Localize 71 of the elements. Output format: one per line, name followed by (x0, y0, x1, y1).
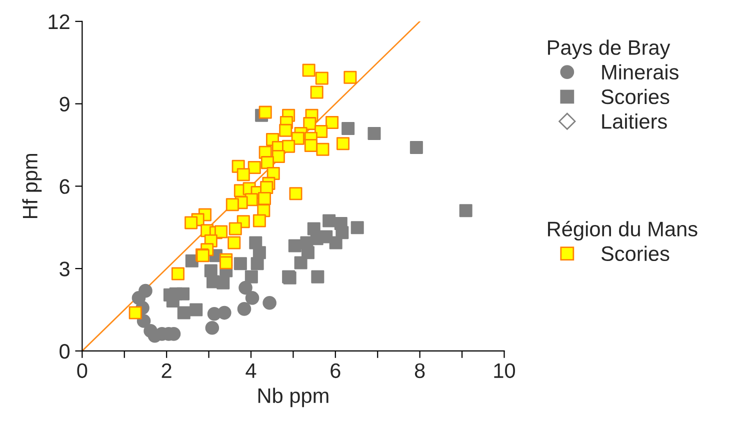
point (289, 187, 302, 200)
point (344, 70, 357, 84)
y-tick-label: 9 (60, 96, 70, 112)
point (322, 214, 336, 228)
point (220, 256, 233, 270)
point (282, 140, 296, 153)
point (294, 256, 308, 270)
point (217, 306, 232, 320)
point (177, 306, 190, 320)
y-axis-title: Hf ppm (22, 154, 42, 218)
point (316, 142, 330, 156)
point (176, 287, 190, 300)
point (171, 267, 184, 280)
point (248, 161, 261, 174)
point (314, 125, 328, 138)
point (260, 156, 274, 170)
point (244, 270, 258, 284)
point (304, 139, 318, 152)
point (410, 140, 423, 154)
legend-label: Scories (601, 88, 670, 104)
point (258, 106, 272, 119)
x-tick-label: 4 (246, 364, 256, 378)
point (138, 284, 152, 298)
point (250, 257, 264, 270)
point (272, 150, 285, 164)
y-tick-label: 12 (48, 14, 70, 29)
x-tick-label: 2 (162, 363, 172, 378)
legend-label: Minerais (602, 64, 678, 80)
legend-title: Pays de Bray (548, 40, 670, 60)
point (326, 116, 339, 129)
point (216, 276, 230, 290)
point (228, 236, 241, 250)
x-tick-label: 8 (414, 363, 425, 378)
point (368, 126, 381, 140)
x-tick-label: 6 (330, 363, 340, 378)
point (236, 168, 250, 182)
point (258, 192, 271, 206)
point (302, 64, 316, 77)
point (252, 214, 266, 228)
y-tick-label: 0 (60, 344, 70, 359)
point (315, 72, 328, 85)
point (350, 221, 364, 234)
point (226, 198, 239, 212)
x-axis-title: Nb ppm (258, 388, 328, 408)
y-tick-label: 6 (60, 179, 70, 194)
point (234, 257, 247, 270)
point (128, 306, 142, 320)
x-tick-label: 0 (77, 363, 88, 378)
legend-label: Scories (601, 246, 670, 262)
point (459, 204, 472, 218)
point (291, 132, 304, 145)
point (228, 222, 242, 236)
point (301, 246, 314, 260)
point (237, 302, 252, 316)
text: Région du Mans (548, 220, 698, 241)
y-tick-label: 3 (60, 262, 70, 276)
point (205, 320, 220, 335)
point (262, 296, 276, 310)
point (310, 86, 324, 99)
x-tick-label: 10 (494, 363, 515, 378)
point (329, 236, 342, 250)
point (279, 124, 292, 137)
point (342, 122, 355, 136)
point (214, 225, 228, 238)
point (184, 216, 198, 230)
point (245, 291, 260, 305)
point (190, 303, 203, 316)
point (288, 239, 302, 252)
legend-label: Laitiers (602, 114, 667, 129)
point (336, 137, 350, 150)
point (311, 270, 324, 284)
